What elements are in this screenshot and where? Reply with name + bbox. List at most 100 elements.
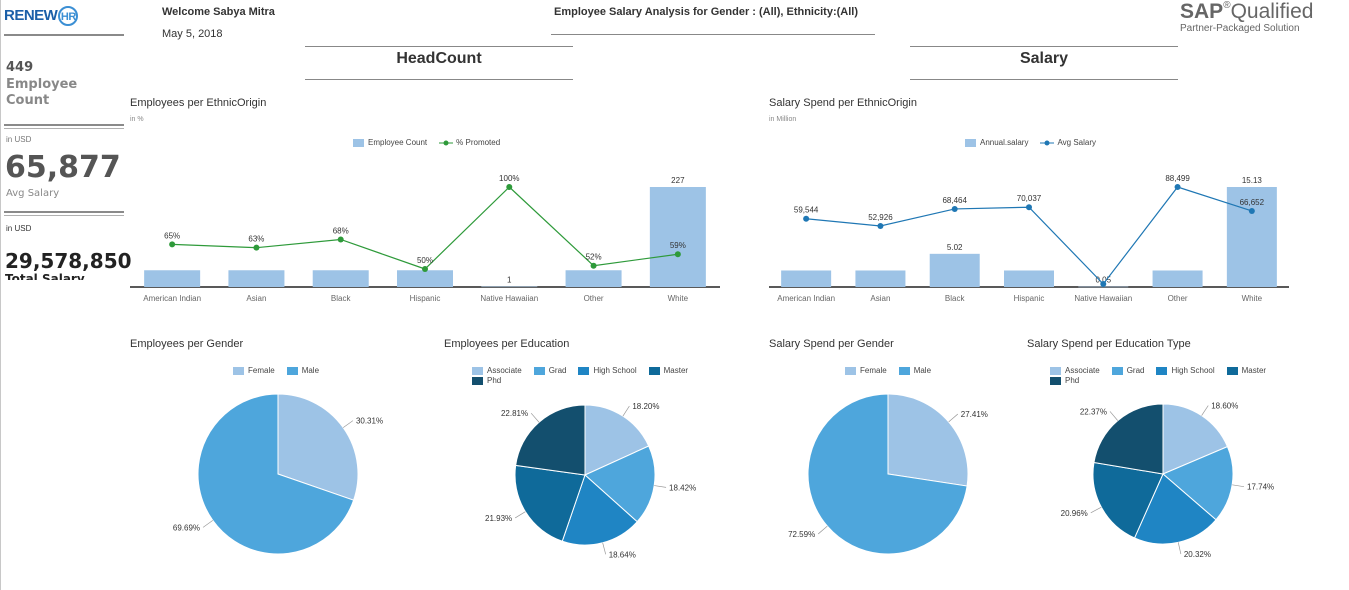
pie4-leader-0 (622, 405, 630, 417)
chart2-point-label-6: 66,652 (1240, 198, 1265, 207)
chart1-point-6 (674, 251, 681, 258)
leg6-swatch-0 (1050, 366, 1061, 375)
logo-badge: HR (58, 6, 79, 26)
leg4-label-4: Phd (487, 376, 502, 385)
chart2-point-6 (1248, 207, 1255, 214)
renewhr-logo: RENEW HR (4, 6, 122, 32)
pie4-slice-1 (584, 445, 656, 523)
chart2-point-label-1: 52,926 (868, 213, 893, 222)
chart1-bar-5 (565, 270, 622, 287)
leg4-item-4: Phd (472, 376, 501, 386)
headcount-label-1: Employee (6, 77, 78, 92)
pie6-slice-4 (1093, 403, 1164, 475)
leg4-label-2: High School (593, 366, 637, 375)
kpi-sidebar: RENEW HR 449 Employee Count in USD 65,877… (0, 0, 132, 590)
chart1-legend-bar-label: Employee Count (368, 138, 428, 147)
leg6-label-1: Grad (1126, 366, 1145, 375)
pie4-leader-3 (514, 511, 526, 519)
avg-salary-unit: in USD (6, 135, 32, 144)
leg3-item-1: Male (286, 366, 320, 376)
chart1-point-3 (422, 266, 428, 272)
chart2-bar-6 (1226, 187, 1277, 287)
leg4-item-3: Master (648, 366, 689, 376)
chart2-bar-label-6: 15.13 (1242, 176, 1263, 185)
leg6-swatch-2 (1156, 366, 1168, 375)
chart3-gender-pie: 30.31% 69.69% (173, 393, 383, 555)
leg4-swatch-0 (472, 366, 483, 375)
chart2-legend-bar: Annual.salary (965, 138, 1028, 147)
chart1-cat-6: White (668, 294, 689, 303)
pie4-value-1: 18.42% (669, 483, 696, 492)
pie5-slice-0 (887, 393, 969, 487)
chart2-point-3 (1026, 204, 1032, 211)
chart2-bar-5 (1152, 270, 1203, 287)
leg3-swatch-0 (233, 366, 244, 375)
leg4-item-1: Grad (533, 366, 567, 376)
pie6-leader-2 (1177, 542, 1182, 555)
pie5-value-0: 27.41% (961, 410, 988, 419)
leg4-swatch-4 (472, 376, 483, 385)
sap-brand: SAP (1180, 0, 1224, 23)
chart2-point-label-5: 88,499 (1165, 174, 1190, 183)
chart2-cat-2: Black (945, 294, 966, 303)
chart1-cat-4: Native Hawaiian (480, 294, 538, 303)
leg4-label-3: Master (663, 366, 689, 375)
chart4-education-pie: 18.20% 18.42% 18.64% 21.93% 22.81% (485, 402, 696, 559)
chart1-point-1 (253, 244, 260, 251)
leg5-swatch-1 (898, 366, 910, 375)
chart1-cat-2: Black (331, 294, 352, 303)
chart1-bar-3 (397, 270, 453, 287)
chart1-bar-label-4: 1 (507, 276, 512, 285)
pie5-value-1: 72.59% (788, 530, 815, 539)
chart2-point-label-3: 70,037 (1017, 194, 1042, 203)
chart5-title: Salary Spend per Gender (769, 338, 894, 350)
pie6-leader-4 (1109, 411, 1119, 421)
logo-text: RENEW (4, 6, 58, 24)
leg6-item-2: High School (1156, 366, 1215, 376)
headcount-value: 449 (6, 60, 34, 75)
chart2-bar-label-4: 0.05 (1095, 276, 1111, 285)
chart1-cat-0: American Indian (143, 294, 201, 303)
chart2-cat-3: Hispanic (1014, 294, 1045, 303)
pie3-value-1: 69.69% (173, 523, 200, 532)
chart3-legend: Female Male (233, 366, 331, 376)
chart1-legend-line-label: % Promoted (456, 138, 501, 147)
chart2-ethnic-salary: American Indian Asian 5.02 Black Hispanic 0.0… (769, 174, 1289, 303)
chart1-point-label-5: 52% (586, 253, 602, 262)
chart5-legend: Female Male (845, 366, 943, 376)
chart2-point-1 (877, 222, 884, 229)
leg5-item-1: Male (898, 366, 932, 376)
chart1-bar-2 (312, 270, 369, 287)
chart2-legend: Annual.salary Avg Salary (965, 138, 1096, 147)
leg6-item-3: Master (1226, 366, 1267, 376)
leg4-label-0: Associate (487, 366, 522, 375)
leg5-item-0: Female (845, 366, 887, 376)
leg6-label-2: High School (1171, 366, 1215, 375)
chart2-cat-6: White (1242, 294, 1263, 303)
leg4-label-1: Grad (548, 366, 567, 375)
chart1-ethnic-headcount: American Indian Asian Black Hispanic 1 Native… (130, 174, 720, 303)
leg4-swatch-2 (578, 366, 590, 375)
chart5-salary-gender-pie: 27.41% 72.59% (788, 393, 988, 555)
leg4-item-2: High School (578, 366, 637, 376)
leg4-item-0: Associate (472, 366, 522, 376)
leg3-swatch-1 (286, 366, 298, 375)
pie6-leader-0 (1201, 405, 1209, 416)
leg3-label-0: Female (248, 366, 275, 375)
pie4-leader-4 (530, 412, 540, 423)
leg6-label-3: Master (1241, 366, 1267, 375)
chart1-point-0 (169, 241, 176, 248)
pie3-slice-0 (277, 393, 359, 501)
sap-reg-mark: ® (1223, 0, 1231, 11)
chart1-point-4 (506, 184, 513, 190)
pie5-leader-1 (817, 525, 828, 535)
leg5-label-1: Male (913, 366, 932, 375)
report-date: May 5, 2018 (162, 28, 223, 40)
pie3-value-0: 30.31% (356, 417, 383, 426)
pie5-slice-1 (807, 393, 968, 555)
pie4-slice-0 (584, 404, 650, 476)
chart2-point-label-2: 68,464 (942, 196, 967, 205)
leg4-swatch-3 (648, 366, 660, 375)
leg3-label-1: Male (301, 366, 320, 375)
analysis-title: Employee Salary Analysis for Gender : (A… (554, 6, 858, 18)
